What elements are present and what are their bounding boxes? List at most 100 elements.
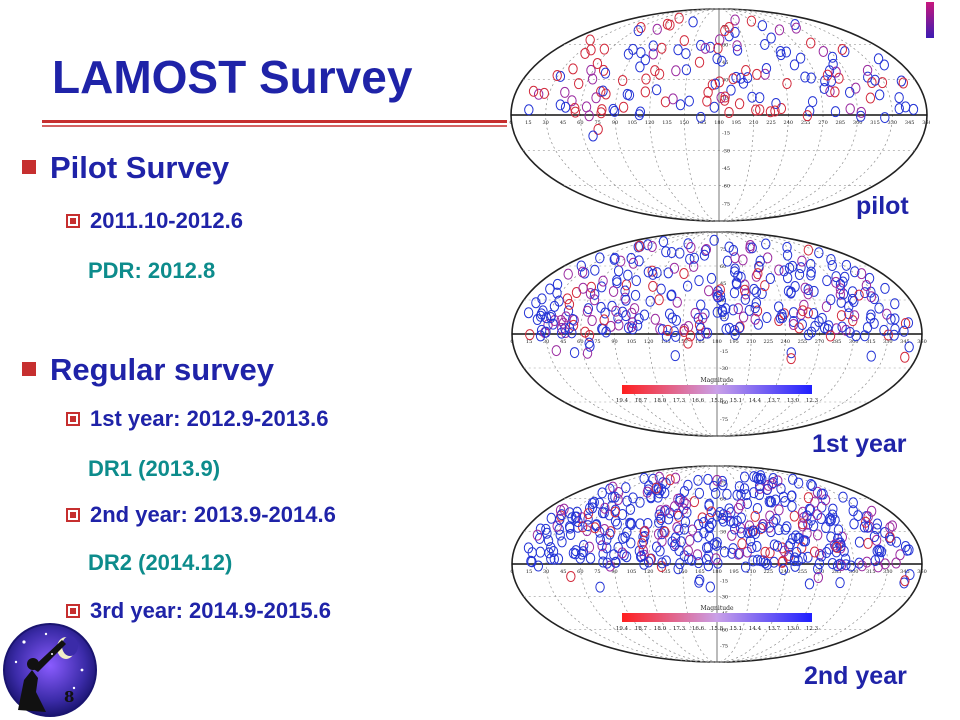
survey-plate-marker — [835, 288, 846, 300]
survey-plate-marker — [650, 313, 660, 325]
survey-plate-marker — [840, 553, 851, 565]
survey-plate-marker — [880, 558, 890, 570]
survey-plate-marker — [601, 326, 611, 338]
survey-plate-marker — [736, 512, 747, 524]
survey-plate-marker — [844, 86, 855, 98]
survey-plate-marker — [804, 578, 815, 590]
survey-plate-marker — [788, 316, 799, 328]
colorbar-tick-label: 19.4 — [616, 398, 629, 404]
survey-plate-marker — [596, 107, 606, 119]
survey-plate-marker — [650, 65, 660, 77]
survey-plate-marker — [806, 269, 816, 281]
survey-plate-marker — [523, 307, 534, 319]
latitude-tick-label: -30 — [722, 148, 730, 154]
survey-plate-marker — [699, 517, 709, 529]
survey-plate-marker — [625, 503, 636, 515]
survey-plate-marker — [902, 544, 912, 556]
survey-plate-marker — [634, 545, 645, 557]
survey-plate-marker — [669, 540, 680, 552]
survey-plate-marker — [682, 280, 693, 292]
survey-plate-marker — [699, 249, 710, 261]
survey-plate-marker — [630, 289, 641, 301]
survey-plate-marker — [693, 312, 704, 324]
survey-plate-marker — [829, 539, 840, 551]
survey-plate-marker — [712, 306, 723, 318]
longitude-tick-label: 60 — [577, 120, 583, 126]
survey-plate-marker — [552, 278, 563, 290]
colorbar-tick-label: 13.0 — [787, 626, 800, 632]
longitude-tick-label: 270 — [818, 120, 828, 126]
survey-plate-marker — [665, 474, 675, 486]
survey-plate-marker — [824, 320, 834, 332]
survey-plate-marker — [610, 515, 621, 527]
survey-plate-marker — [671, 65, 681, 77]
survey-plate-marker — [543, 535, 554, 547]
survey-plate-marker — [724, 106, 734, 118]
survey-plate-marker — [861, 280, 872, 292]
survey-plate-marker — [797, 518, 808, 530]
colorbar-tick-label: 18.7 — [635, 626, 648, 632]
survey-plate-marker — [750, 527, 761, 539]
survey-plate-marker — [719, 546, 730, 558]
survey-plate-marker — [654, 68, 665, 80]
survey-plate-marker — [900, 575, 910, 587]
survey-plate-marker — [532, 529, 543, 541]
longitude-tick-label: 315 — [870, 120, 880, 126]
first-year-sky-coverage-map: 0 15 30 45 60 75 90 105 120 135 150 165 180 195 210 225… — [510, 231, 927, 437]
survey-plate-marker — [563, 268, 573, 280]
longitude-tick-label: 45 — [560, 339, 566, 345]
latitude-tick-label: 45 — [720, 281, 726, 287]
longitude-tick-label: 60 — [577, 339, 583, 345]
survey-plate-marker — [899, 325, 909, 337]
survey-plate-marker — [808, 308, 819, 320]
survey-plate-marker — [640, 86, 651, 98]
survey-plate-marker — [807, 96, 818, 108]
longitude-tick-label: 135 — [661, 569, 671, 575]
survey-plate-marker — [751, 104, 761, 116]
survey-plate-marker — [600, 307, 610, 319]
survey-plate-marker — [738, 311, 749, 323]
survey-plate-marker — [827, 51, 838, 63]
survey-plate-marker — [560, 86, 570, 98]
survey-plate-marker — [552, 520, 562, 532]
survey-plate-marker — [597, 487, 607, 499]
survey-plate-marker — [637, 538, 647, 550]
survey-plate-marker — [569, 314, 579, 326]
survey-plate-marker — [709, 101, 720, 113]
longitude-tick-label: 0 — [510, 339, 513, 345]
bullet-text: PDR: 2012.8 — [88, 258, 216, 283]
survey-plate-marker — [760, 280, 770, 292]
longitude-tick-label: 285 — [832, 569, 842, 575]
survey-plate-marker — [821, 522, 831, 534]
survey-plate-marker — [900, 351, 910, 363]
longitude-tick-label: 210 — [749, 120, 759, 126]
survey-plate-marker — [623, 269, 633, 281]
survey-plate-marker — [566, 570, 576, 582]
survey-plate-marker — [564, 298, 575, 310]
survey-plate-marker — [535, 330, 546, 342]
survey-plate-marker — [802, 510, 812, 522]
colorbar-tick-label: 12.3 — [806, 398, 819, 404]
survey-plate-marker — [595, 581, 605, 593]
survey-plate-marker — [761, 63, 772, 75]
survey-plate-marker — [847, 293, 858, 305]
survey-plate-marker — [739, 471, 750, 483]
survey-plate-marker — [750, 313, 760, 325]
square-bullet-icon — [22, 362, 36, 377]
survey-plate-marker — [679, 268, 689, 280]
latitude-tick-label: -15 — [720, 578, 728, 584]
survey-plate-marker — [741, 65, 751, 77]
survey-plate-marker — [639, 558, 649, 570]
longitude-tick-label: 0 — [509, 120, 512, 126]
survey-plate-marker — [584, 337, 594, 349]
survey-plate-marker — [525, 329, 535, 341]
survey-plate-marker — [585, 34, 595, 46]
survey-plate-marker — [585, 288, 596, 300]
survey-plate-marker — [669, 501, 680, 513]
survey-plate-marker — [830, 514, 840, 526]
survey-plate-marker — [587, 502, 598, 514]
survey-plate-marker — [588, 130, 598, 142]
survey-plate-marker — [880, 112, 890, 124]
survey-plate-marker — [803, 288, 813, 300]
survey-plate-marker — [538, 305, 548, 317]
